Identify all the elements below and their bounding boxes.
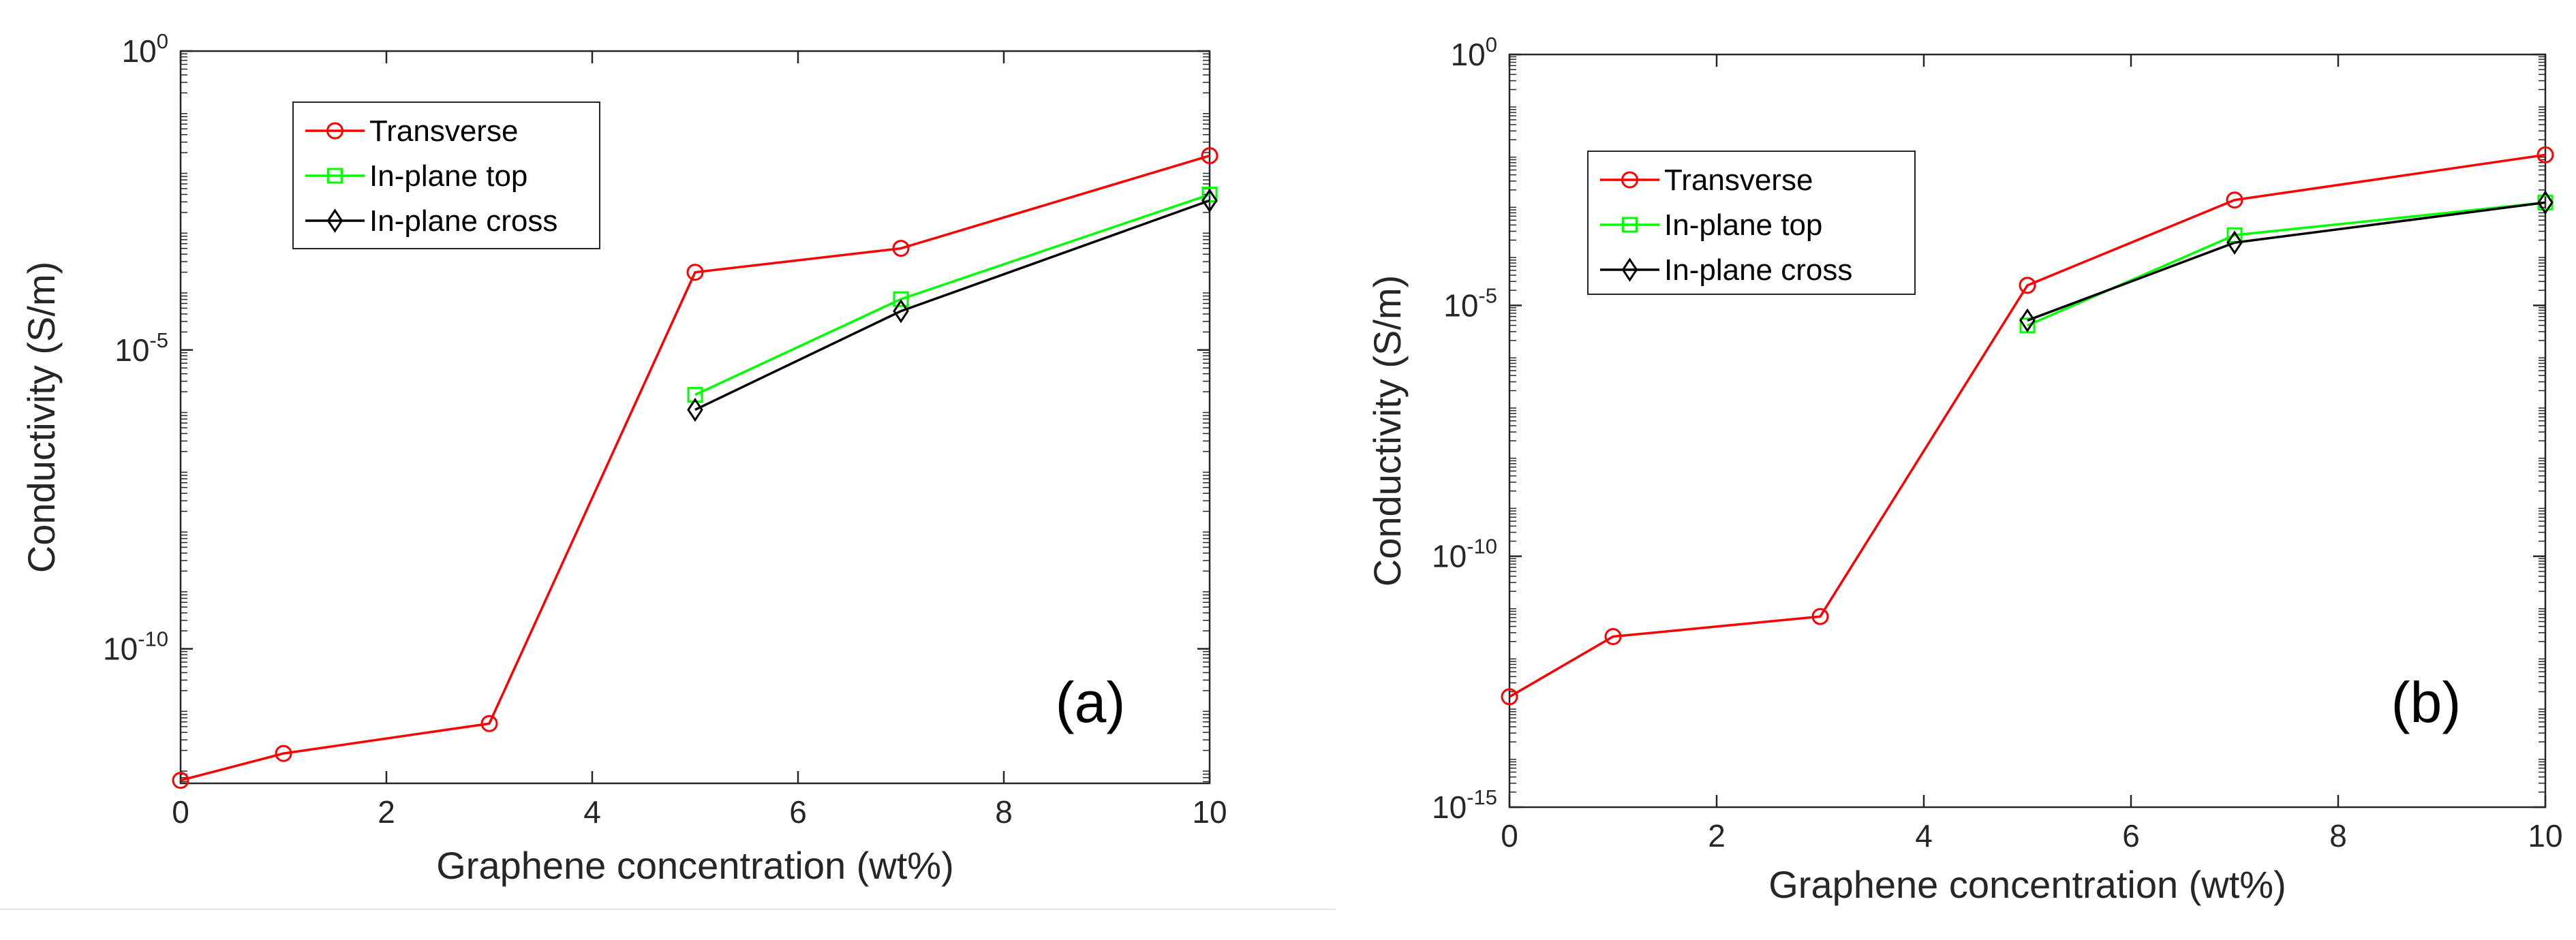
- x-axis-label: Graphene concentration (wt%): [436, 844, 954, 887]
- data-point: [2226, 230, 2243, 255]
- legend-marker: [1621, 257, 1638, 282]
- data-point: [2226, 191, 2243, 209]
- x-tick-label: 2: [1708, 818, 1726, 853]
- x-tick-label: 0: [1501, 818, 1518, 853]
- y-tick-label: 10-5: [1443, 283, 1497, 323]
- legend-marker: [326, 122, 343, 140]
- data-point: [1811, 608, 1829, 625]
- data-point: [2019, 277, 2036, 294]
- data-point: [893, 291, 909, 307]
- panel-label: (a): [1056, 670, 1126, 734]
- legend-label: Transverse: [1664, 163, 1813, 197]
- series-in-plane-cross: [687, 188, 1218, 422]
- legend-label: In-plane top: [369, 159, 527, 193]
- x-tick-label: 8: [2329, 818, 2347, 853]
- data-point: [687, 387, 703, 403]
- series-in-plane-cross: [2019, 190, 2554, 333]
- series-line: [2027, 201, 2546, 322]
- data-point: [2019, 308, 2036, 333]
- x-tick-label: 0: [172, 794, 189, 830]
- panel-label: (b): [2391, 670, 2462, 734]
- y-axis-label: Conductivity (S/m): [20, 262, 63, 573]
- data-point: [480, 715, 498, 732]
- legend-label: In-plane cross: [1664, 253, 1852, 287]
- x-tick-label: 10: [1192, 794, 1227, 830]
- data-point: [1201, 188, 1218, 213]
- x-tick-label: 4: [583, 794, 601, 830]
- legend-marker: [1621, 171, 1638, 189]
- data-point: [1501, 688, 1518, 706]
- data-point: [687, 397, 703, 422]
- series-transverse: [1501, 146, 2554, 706]
- legend-marker: [326, 208, 343, 233]
- series-line: [1509, 153, 2546, 698]
- data-point: [2537, 190, 2554, 215]
- data-point: [172, 772, 189, 789]
- y-axis-label: Conductivity (S/m): [1366, 275, 1409, 586]
- data-point: [1201, 147, 1218, 165]
- x-axis-label: Graphene concentration (wt%): [1768, 863, 2286, 906]
- series-line: [694, 199, 1210, 411]
- data-point: [893, 299, 909, 324]
- legend-label: In-plane cross: [369, 204, 557, 238]
- x-tick-label: 6: [789, 794, 807, 830]
- legend: Transverse In-plane top In-plane cross: [292, 101, 600, 249]
- chart-panel-b: 100 10-5 10-10 10-150 2 4 6 8 10 Graphene concent…: [1366, 33, 2563, 906]
- legend: Transverse In-plane top In-plane cross: [1587, 151, 1916, 295]
- y-tick-label: 10-15: [1432, 785, 1497, 825]
- legend-marker: [327, 168, 343, 184]
- x-tick-label: 10: [2528, 818, 2562, 853]
- y-tick-label: 10-10: [1432, 535, 1497, 574]
- x-tick-label: 6: [2122, 818, 2140, 853]
- x-tick-label: 8: [995, 794, 1013, 830]
- legend-label: In-plane top: [1664, 208, 1822, 242]
- x-tick-label: 4: [1915, 818, 1933, 853]
- x-tick-label: 2: [378, 794, 395, 830]
- legend-marker: [1622, 217, 1638, 233]
- series-line: [180, 154, 1210, 782]
- chart-panel-a: 100 10-5 10-10 0 2 4 6 8 10 Graphene concentratio…: [20, 29, 1227, 887]
- y-tick-label: 100: [1451, 33, 1497, 72]
- y-tick-label: 100: [122, 29, 168, 69]
- data-point: [2536, 146, 2554, 163]
- data-point: [275, 745, 292, 762]
- data-point: [686, 264, 704, 281]
- data-point: [892, 240, 910, 257]
- series-transverse: [172, 147, 1218, 789]
- data-point: [1604, 628, 1622, 646]
- legend-label: Transverse: [369, 114, 518, 148]
- y-tick-label: 10-5: [114, 328, 168, 368]
- y-tick-label: 10-10: [103, 627, 168, 667]
